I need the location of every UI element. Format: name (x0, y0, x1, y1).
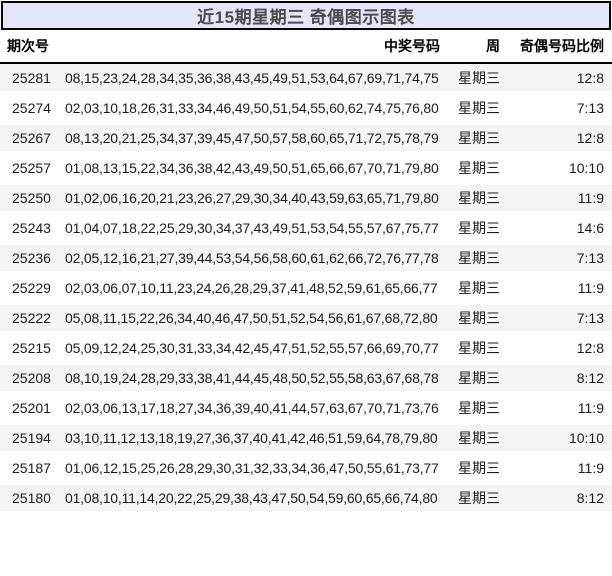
table-row: 25201 02,03,06,13,17,18,27,34,36,39,40,4… (0, 393, 612, 423)
table-row: 25187 01,06,12,15,25,26,28,29,30,31,32,3… (0, 453, 612, 483)
weekday-cell: 星期三 (458, 130, 500, 146)
weekday-cell: 星期三 (458, 250, 500, 266)
header-winning-numbers: 中奖号码 (57, 30, 440, 64)
winning-numbers-cell: 01,04,07,18,22,25,29,30,34,37,43,49,51,5… (65, 220, 439, 236)
winning-numbers-cell: 01,02,06,16,20,21,23,26,27,29,30,34,40,4… (65, 190, 439, 206)
odd-even-ratio-cell: 7:13 (576, 310, 604, 326)
winning-numbers-cell: 08,13,20,21,25,34,37,39,45,47,50,57,58,6… (65, 130, 439, 146)
table-row: 25274 02,03,10,18,26,31,33,34,46,49,50,5… (0, 93, 612, 123)
table-header-row: 期次号 中奖号码 周 奇偶号码比例 (0, 30, 612, 64)
period-cell: 25222 (12, 310, 51, 326)
table-row: 25250 01,02,06,16,20,21,23,26,27,29,30,3… (0, 183, 612, 213)
period-cell: 25215 (12, 340, 51, 356)
table-body: 25281 08,15,23,24,28,34,35,36,38,43,45,4… (0, 63, 612, 513)
odd-even-ratio-cell: 10:10 (568, 430, 604, 446)
winning-numbers-cell: 02,03,06,13,17,18,27,34,36,39,40,41,44,5… (65, 400, 439, 416)
odd-even-ratio-cell: 8:12 (576, 490, 604, 506)
winning-numbers-cell: 01,06,12,15,25,26,28,29,30,31,32,33,34,3… (65, 460, 439, 476)
weekday-cell: 星期三 (458, 220, 500, 236)
weekday-cell: 星期三 (458, 310, 500, 326)
odd-even-ratio-cell: 11:9 (577, 190, 604, 206)
period-cell: 25236 (12, 250, 51, 266)
table-header: 期次号 中奖号码 周 奇偶号码比例 (0, 30, 612, 64)
header-period: 期次号 (0, 30, 57, 64)
winning-numbers-cell: 02,05,12,16,21,27,39,44,53,54,56,58,60,6… (65, 250, 439, 266)
winning-numbers-cell: 05,08,11,15,22,26,34,40,46,47,50,51,52,5… (65, 310, 438, 326)
weekday-cell: 星期三 (458, 490, 500, 506)
period-cell: 25194 (12, 430, 51, 446)
odd-even-ratio-cell: 11:9 (577, 280, 604, 296)
odd-even-ratio-cell: 11:9 (577, 460, 604, 476)
odd-even-ratio-cell: 11:9 (577, 400, 604, 416)
odd-even-ratio-cell: 12:8 (576, 69, 604, 86)
winning-numbers-cell: 08,15,23,24,28,34,35,36,38,43,45,49,51,5… (65, 69, 439, 86)
table-row: 25229 02,03,06,07,10,11,23,24,26,28,29,3… (0, 273, 612, 303)
table-row: 25222 05,08,11,15,22,26,34,40,46,47,50,5… (0, 303, 612, 333)
period-cell: 25267 (12, 130, 51, 146)
period-cell: 25180 (12, 490, 51, 506)
weekday-cell: 星期三 (458, 430, 500, 446)
winning-numbers-cell: 03,10,11,12,13,18,19,27,36,37,40,41,42,4… (65, 430, 438, 446)
table-row: 25257 01,08,13,15,22,34,36,38,42,43,49,5… (0, 153, 612, 183)
period-cell: 25250 (12, 190, 51, 206)
winning-numbers-cell: 01,08,10,11,14,20,22,25,29,38,43,47,50,5… (65, 490, 438, 506)
period-cell: 25274 (12, 100, 51, 116)
odd-even-ratio-cell: 8:12 (576, 370, 604, 386)
odd-even-ratio-cell: 7:13 (576, 100, 604, 116)
period-cell: 25201 (12, 400, 51, 416)
header-weekday: 周 (440, 30, 502, 64)
table-row: 25194 03,10,11,12,13,18,19,27,36,37,40,4… (0, 423, 612, 453)
odd-even-table: 期次号 中奖号码 周 奇偶号码比例 25281 08,15,23,24,28,3… (0, 30, 612, 515)
winning-numbers-cell: 02,03,10,18,26,31,33,34,46,49,50,51,54,5… (65, 100, 439, 116)
odd-even-ratio-cell: 7:13 (576, 250, 604, 266)
weekday-cell: 星期三 (458, 100, 500, 116)
period-cell: 25187 (12, 460, 51, 476)
weekday-cell: 星期三 (458, 370, 500, 386)
page-title: 近15期星期三 奇偶图示图表 (197, 8, 415, 27)
table-row: 25243 01,04,07,18,22,25,29,30,34,37,43,4… (0, 213, 612, 243)
weekday-cell: 星期三 (458, 190, 500, 206)
weekday-cell: 星期三 (458, 280, 500, 296)
period-cell: 25243 (12, 220, 51, 236)
table-row: 25281 08,15,23,24,28,34,35,36,38,43,45,4… (0, 63, 612, 93)
period-cell: 25229 (12, 280, 51, 296)
odd-even-ratio-cell: 14:6 (576, 220, 604, 236)
weekday-cell: 星期三 (458, 160, 500, 176)
winning-numbers-cell: 08,10,19,24,28,29,33,38,41,44,45,48,50,5… (65, 370, 439, 386)
odd-even-ratio-cell: 10:10 (568, 160, 604, 176)
odd-even-ratio-cell: 12:8 (576, 130, 604, 146)
odd-even-ratio-cell: 12:8 (576, 340, 604, 356)
table-row: 25180 01,08,10,11,14,20,22,25,29,38,43,4… (0, 483, 612, 513)
table-row: 25215 05,09,12,24,25,30,31,33,34,42,45,4… (0, 333, 612, 363)
weekday-cell: 星期三 (458, 460, 500, 476)
winning-numbers-cell: 05,09,12,24,25,30,31,33,34,42,45,47,51,5… (65, 340, 439, 356)
weekday-cell: 星期三 (458, 400, 500, 416)
table-row: 25208 08,10,19,24,28,29,33,38,41,44,45,4… (0, 363, 612, 393)
table-row: 25236 02,05,12,16,21,27,39,44,53,54,56,5… (0, 243, 612, 273)
winning-numbers-cell: 01,08,13,15,22,34,36,38,42,43,49,50,51,6… (65, 160, 439, 176)
page-title-bar: 近15期星期三 奇偶图示图表 (1, 1, 611, 30)
winning-numbers-cell: 02,03,06,07,10,11,23,24,26,28,29,37,41,4… (65, 280, 438, 296)
header-odd-even-ratio: 奇偶号码比例 (502, 30, 612, 64)
weekday-cell: 星期三 (458, 69, 500, 86)
period-cell: 25281 (12, 69, 51, 86)
period-cell: 25208 (12, 370, 51, 386)
table-row: 25267 08,13,20,21,25,34,37,39,45,47,50,5… (0, 123, 612, 153)
weekday-cell: 星期三 (458, 340, 500, 356)
period-cell: 25257 (12, 160, 51, 176)
